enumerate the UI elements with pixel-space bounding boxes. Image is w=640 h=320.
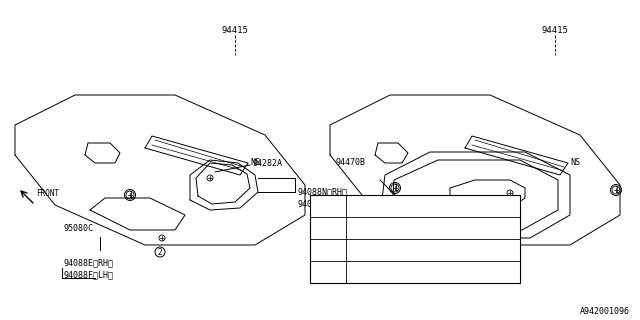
Text: 94088F〈LH〉: 94088F〈LH〉 bbox=[63, 270, 113, 279]
Text: 94282A: 94282A bbox=[252, 158, 282, 167]
Text: 2: 2 bbox=[476, 247, 480, 257]
Text: 1: 1 bbox=[326, 202, 330, 211]
Text: NS: NS bbox=[250, 157, 260, 166]
Text: A942001096: A942001096 bbox=[580, 308, 630, 316]
Text: ('01MY9912-): ('01MY9912-) bbox=[421, 223, 481, 233]
Text: 65585C: 65585C bbox=[349, 202, 379, 211]
Text: 94415: 94415 bbox=[221, 26, 248, 35]
Text: 95080C: 95080C bbox=[63, 223, 93, 233]
Text: 2: 2 bbox=[157, 247, 163, 257]
Bar bbox=[310, 195, 520, 283]
Text: 1: 1 bbox=[326, 223, 330, 233]
Text: 94470B: 94470B bbox=[335, 157, 365, 166]
Text: 1: 1 bbox=[393, 183, 397, 193]
Text: NS: NS bbox=[570, 157, 580, 166]
Text: 94088F〈LH〉: 94088F〈LH〉 bbox=[379, 270, 429, 279]
Text: ('00MY9908-): ('00MY9908-) bbox=[421, 268, 481, 276]
Text: 94088N〈RH〉: 94088N〈RH〉 bbox=[297, 188, 347, 196]
Text: 94415: 94415 bbox=[541, 26, 568, 35]
Text: 2: 2 bbox=[326, 268, 330, 276]
Text: 94088E〈RH〉: 94088E〈RH〉 bbox=[379, 259, 429, 268]
Text: 95080C: 95080C bbox=[349, 223, 379, 233]
Text: 1: 1 bbox=[614, 186, 618, 195]
Text: (-'00MY0006): (-'00MY0006) bbox=[421, 202, 481, 211]
Text: 1: 1 bbox=[128, 190, 132, 199]
Text: 94088E〈RH〉: 94088E〈RH〉 bbox=[63, 259, 113, 268]
Text: Q74000B: Q74000B bbox=[349, 268, 384, 276]
Text: 016506120(2)(-'00MY9907): 016506120(2)(-'00MY9907) bbox=[349, 247, 454, 253]
Text: FRONT: FRONT bbox=[36, 188, 59, 197]
Text: 95080C: 95080C bbox=[355, 234, 385, 243]
Text: 94088O〈LH〉: 94088O〈LH〉 bbox=[297, 199, 347, 209]
Text: B: B bbox=[326, 245, 330, 254]
